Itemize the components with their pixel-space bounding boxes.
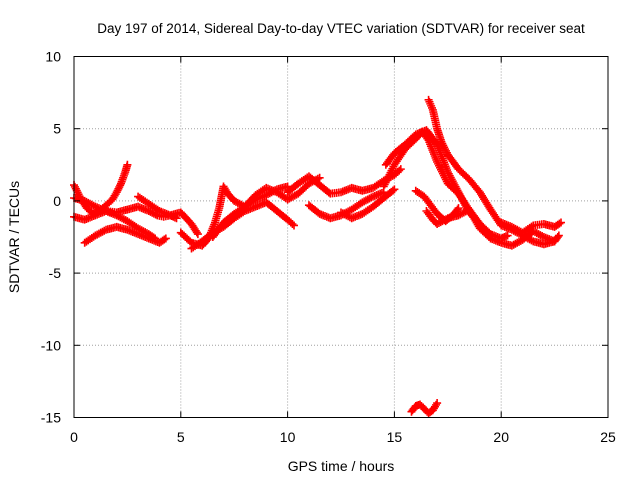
y-axis-label: SDTVAR / TECUs <box>6 181 22 293</box>
plus-marker <box>388 186 397 195</box>
plus-marker <box>123 160 132 169</box>
plus-marker <box>555 219 564 228</box>
plus-marker <box>441 146 450 155</box>
plus-marker <box>396 165 405 174</box>
plus-marker <box>438 139 447 148</box>
y-tick-label: -15 <box>41 410 61 426</box>
axis-ticks: 0 5 10 15 20 25 -15 -10 -5 0 5 10 <box>41 49 616 446</box>
plus-marker <box>550 237 559 246</box>
series-track-17 <box>497 218 566 237</box>
plus-marker <box>454 204 463 213</box>
plus-marker <box>390 185 399 194</box>
series-track-7 <box>187 198 299 253</box>
grid-lines <box>74 56 608 418</box>
series-track-4 <box>80 222 170 247</box>
series-track-9 <box>283 165 405 198</box>
plus-marker <box>503 231 512 240</box>
plus-marker <box>70 182 79 191</box>
series-track-5 <box>134 192 202 239</box>
plus-marker <box>367 193 376 202</box>
plus-marker <box>89 201 98 210</box>
data-marks <box>70 95 566 418</box>
plus-marker <box>440 143 449 152</box>
plus-marker <box>527 222 536 231</box>
plus-marker <box>538 232 547 241</box>
plus-marker <box>116 181 125 190</box>
plus-marker <box>433 399 442 408</box>
plus-marker <box>439 141 448 150</box>
plus-marker <box>192 228 201 237</box>
x-tick-label: 15 <box>387 429 403 445</box>
plus-marker <box>315 173 324 182</box>
series-track-11 <box>337 185 399 223</box>
plus-marker <box>553 233 562 241</box>
y-tick-label: 10 <box>45 49 61 65</box>
x-tick-label: 5 <box>177 429 185 445</box>
plus-marker <box>527 236 536 245</box>
plot-frame <box>73 56 609 418</box>
plus-marker <box>71 184 80 193</box>
plus-marker <box>288 220 297 229</box>
series-track-13 <box>381 126 512 243</box>
plus-marker <box>161 234 170 243</box>
plus-marker <box>395 166 404 175</box>
y-tick-label: -5 <box>49 265 62 281</box>
series-track-16 <box>411 186 463 226</box>
plus-marker <box>453 205 462 214</box>
plus-marker <box>557 218 566 227</box>
x-tick-label: 20 <box>493 429 509 445</box>
plus-marker <box>193 230 202 239</box>
plus-marker <box>437 137 446 146</box>
plus-marker <box>554 231 563 240</box>
plus-marker <box>475 220 484 229</box>
plus-marker <box>160 235 169 244</box>
plus-marker <box>432 400 441 409</box>
x-tick-label: 0 <box>70 429 78 445</box>
y-tick-label: -10 <box>41 337 61 353</box>
series-track-8 <box>208 173 324 241</box>
series-track-18 <box>407 399 442 418</box>
chart-title: Day 197 of 2014, Sidereal Day-to-day VTE… <box>97 21 585 36</box>
plus-marker <box>441 145 450 154</box>
plus-marker <box>100 226 109 235</box>
y-tick-label: 0 <box>53 193 61 209</box>
x-tick-label: 25 <box>600 429 616 445</box>
y-tick-label: 5 <box>53 121 61 137</box>
plus-marker <box>474 218 483 227</box>
x-axis-label: GPS time / hours <box>288 458 395 474</box>
plus-marker <box>290 221 299 230</box>
x-tick-label: 10 <box>280 429 296 445</box>
